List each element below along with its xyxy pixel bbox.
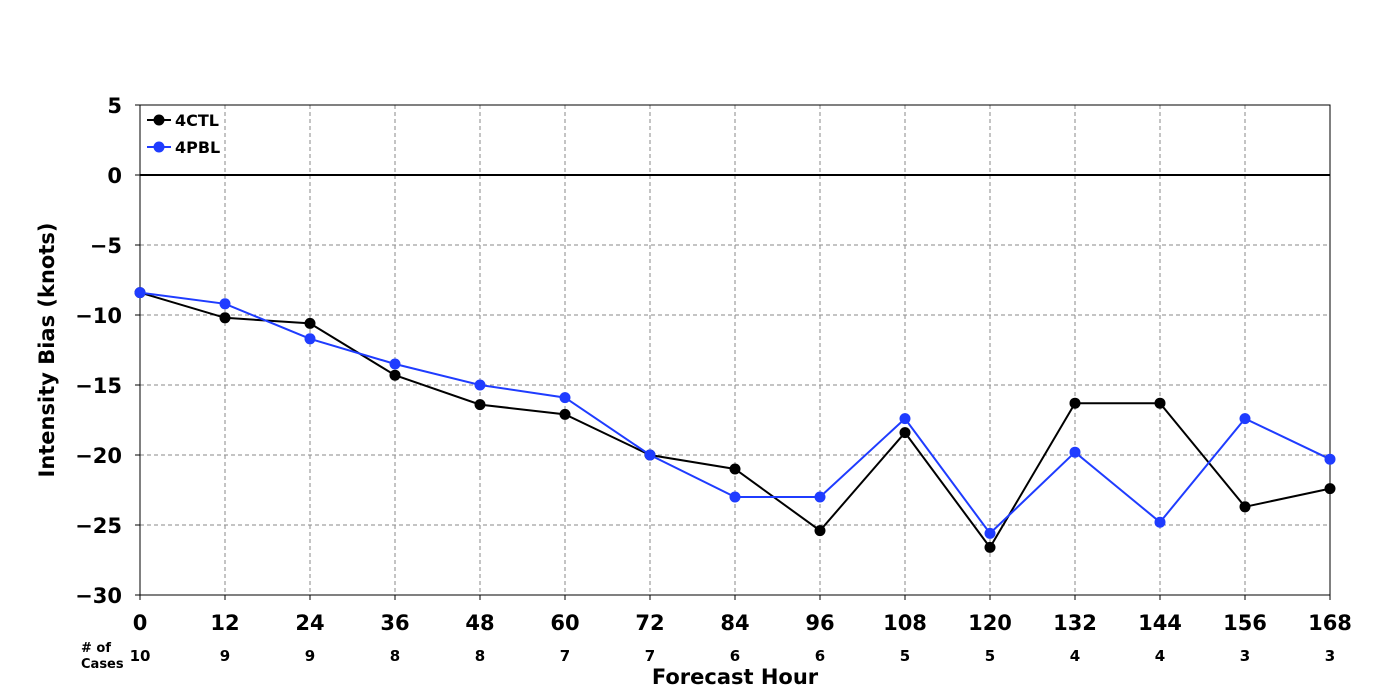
data-point-4pbl (1154, 516, 1166, 528)
data-point-4pbl (389, 358, 401, 370)
legend: 4CTL 4PBL (147, 111, 220, 157)
x-tick-label: 156 (1223, 611, 1267, 635)
x-tick-label: 120 (968, 611, 1012, 635)
y-tick-label: −30 (75, 584, 122, 608)
case-count: 6 (815, 647, 825, 665)
y-tick-label: −5 (90, 234, 122, 258)
data-point-4ctl (304, 317, 316, 329)
cases-label-line2: Cases (81, 657, 124, 672)
series-lines (134, 287, 1336, 553)
case-count: 7 (560, 647, 570, 665)
y-tick-label: −15 (75, 374, 122, 398)
legend-marker (153, 114, 165, 126)
case-count: 8 (390, 647, 400, 665)
x-tick-label: 144 (1138, 611, 1182, 635)
case-count: 3 (1325, 647, 1335, 665)
data-point-4pbl (644, 449, 656, 461)
data-point-4pbl (899, 413, 911, 425)
data-point-4pbl (814, 491, 826, 503)
x-tick-label: 48 (465, 611, 494, 635)
x-tick-label: 168 (1308, 611, 1352, 635)
data-point-4ctl (1324, 483, 1336, 495)
case-count: 8 (475, 647, 485, 665)
y-axis-label: Intensity Bias (knots) (35, 223, 59, 478)
data-point-4ctl (474, 399, 486, 411)
data-point-4ctl (984, 541, 996, 553)
x-tick-label: 72 (635, 611, 664, 635)
data-point-4pbl (304, 333, 316, 345)
y-tick-label: 0 (107, 164, 122, 188)
x-tick-label: 24 (295, 611, 324, 635)
case-count: 5 (900, 647, 910, 665)
cases-row: # of Cases 10 9 9 8 8 7 7 6 6 5 5 4 4 3 3 (81, 641, 1335, 672)
data-point-4ctl (1239, 501, 1251, 513)
data-point-4ctl (1069, 397, 1081, 409)
y-tick-label: 5 (107, 94, 122, 118)
data-point-4pbl (559, 392, 571, 404)
x-tick-label: 12 (210, 611, 239, 635)
axis-ticks: 0 12 24 36 48 60 72 84 96 108 120 132 144 156 168 5 0 −5 −… (75, 94, 1352, 635)
data-point-4pbl (729, 491, 741, 503)
case-count: 7 (645, 647, 655, 665)
data-point-4pbl (1069, 446, 1081, 458)
case-count: 9 (220, 647, 230, 665)
grid-lines (140, 105, 1330, 595)
case-count: 4 (1070, 647, 1080, 665)
x-tick-label: 60 (550, 611, 579, 635)
data-point-4pbl (1324, 453, 1336, 465)
legend-label: 4PBL (175, 138, 220, 157)
data-point-4ctl (899, 427, 911, 439)
x-tick-label: 132 (1053, 611, 1097, 635)
x-tick-label: 84 (720, 611, 749, 635)
y-tick-label: −25 (75, 514, 122, 538)
cases-label-line1: # of (81, 641, 111, 656)
data-point-4pbl (984, 527, 996, 539)
x-axis-label: Forecast Hour (652, 665, 819, 689)
x-tick-label: 36 (380, 611, 409, 635)
case-count: 4 (1155, 647, 1165, 665)
y-tick-label: −20 (75, 444, 122, 468)
data-point-4pbl (134, 287, 146, 299)
case-count: 3 (1240, 647, 1250, 665)
data-point-4ctl (1154, 397, 1166, 409)
data-point-4ctl (559, 408, 571, 420)
case-count: 9 (305, 647, 315, 665)
case-count: 5 (985, 647, 995, 665)
x-tick-label: 108 (883, 611, 927, 635)
case-count: 6 (730, 647, 740, 665)
data-point-4ctl (729, 463, 741, 475)
x-tick-label: 96 (805, 611, 834, 635)
data-point-4pbl (219, 298, 231, 310)
case-count: 10 (130, 647, 151, 665)
y-tick-label: −10 (75, 304, 122, 328)
data-point-4pbl (1239, 413, 1251, 425)
data-point-4pbl (474, 379, 486, 391)
legend-label: 4CTL (175, 111, 219, 130)
x-tick-label: 0 (133, 611, 148, 635)
data-point-4ctl (814, 525, 826, 537)
legend-marker (153, 141, 165, 153)
data-point-4ctl (389, 369, 401, 381)
data-point-4ctl (219, 312, 231, 324)
